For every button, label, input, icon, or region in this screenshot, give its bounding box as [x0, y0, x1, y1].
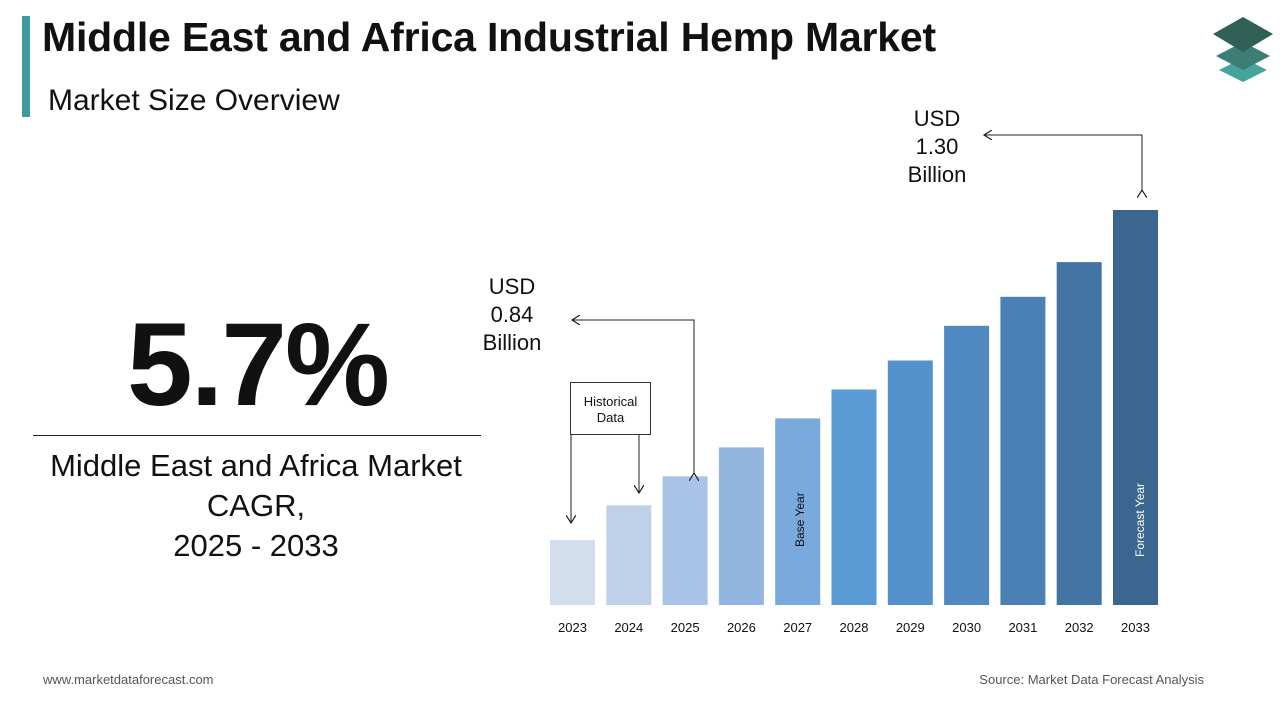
chart-annotations: Base Year Forecast Year [571, 135, 1147, 557]
historical-label-line2: Data [596, 410, 625, 425]
bar-2027 [775, 418, 821, 605]
x-tick-2027: 2027 [783, 620, 812, 635]
start-value-callout: USD 0.84 Billion [457, 273, 567, 357]
x-tick-2031: 2031 [1008, 620, 1037, 635]
x-tick-2023: 2023 [558, 620, 587, 635]
bar-2023 [550, 540, 595, 605]
end-value-unit: Billion [907, 162, 967, 187]
bar-2031 [1000, 296, 1046, 605]
cagr-period: 2025 - 2033 [173, 528, 339, 563]
x-tick-2025: 2025 [671, 620, 700, 635]
footer-source: Source: Market Data Forecast Analysis [979, 672, 1204, 687]
x-tick-2032: 2032 [1065, 620, 1094, 635]
bar-2024 [606, 505, 652, 605]
end-value-arrow [984, 135, 1142, 190]
x-tick-2028: 2028 [840, 620, 869, 635]
cagr-region-label: Middle East and Africa Market [50, 448, 462, 483]
end-value-callout: USD 1.30 Billion [882, 105, 992, 189]
historical-data-box: Historical Data [570, 382, 651, 435]
start-value-unit: Billion [482, 330, 542, 355]
base-year-label: Base Year [793, 492, 807, 547]
start-value-number: 0.84 [490, 302, 534, 327]
bar-2033 [1113, 210, 1158, 605]
start-value-currency: USD [488, 274, 536, 299]
x-tick-2024: 2024 [614, 620, 643, 635]
title-accent-bar [22, 16, 30, 117]
bar-2026 [718, 447, 764, 605]
bar-2032 [1056, 262, 1102, 605]
historical-label-line1: Historical [583, 394, 638, 409]
bar-2028 [831, 389, 877, 605]
x-tick-2026: 2026 [727, 620, 756, 635]
bar-2030 [944, 325, 990, 605]
page-title: Middle East and Africa Industrial Hemp M… [42, 14, 936, 60]
cagr-divider [33, 435, 481, 436]
cagr-label: CAGR, [206, 488, 306, 523]
chart-bars [550, 210, 1158, 605]
x-tick-2033: 2033 [1121, 620, 1150, 635]
layers-logo-icon [1213, 17, 1273, 82]
x-tick-2029: 2029 [896, 620, 925, 635]
x-tick-2030: 2030 [952, 620, 981, 635]
end-value-number: 1.30 [915, 134, 959, 159]
bar-2025 [662, 476, 708, 605]
x-axis-ticks: 2023 2024 2025 2026 2027 2028 2029 2030 2031 2032… [558, 620, 1150, 635]
page-subtitle: Market Size Overview [48, 84, 340, 117]
footer-website: www.marketdataforecast.com [43, 672, 214, 687]
cagr-value: 5.7% [127, 299, 390, 431]
cagr-description: Middle East and Africa Market CAGR, 2025… [0, 446, 512, 566]
bar-2029 [887, 360, 933, 605]
end-value-currency: USD [913, 106, 961, 131]
forecast-year-label: Forecast Year [1133, 483, 1147, 557]
start-value-arrow [572, 320, 694, 473]
